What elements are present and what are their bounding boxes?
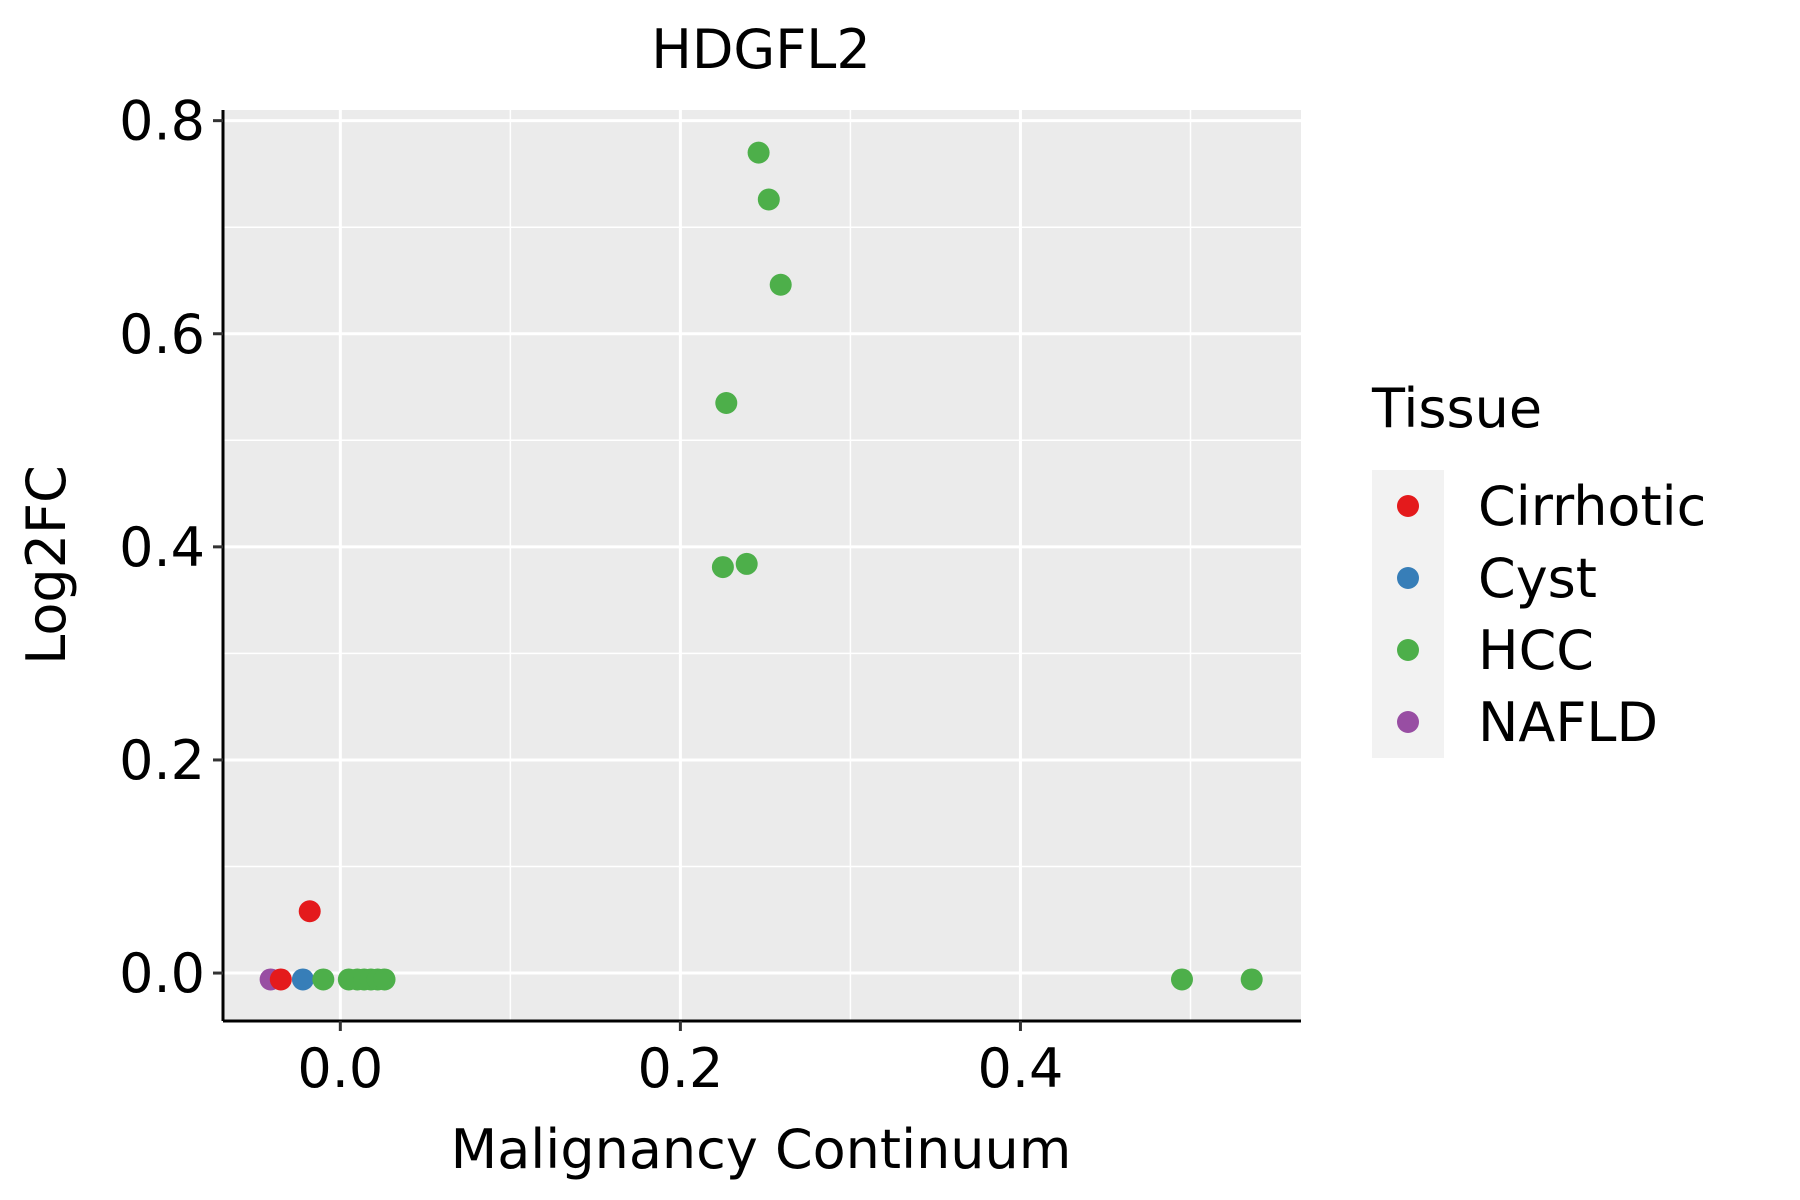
y-tick-label: 0.4 [119, 516, 205, 579]
x-tick-label: 0.2 [637, 1037, 723, 1100]
legend-label-cirrhotic: Cirrhotic [1478, 475, 1706, 538]
legend-label-hcc: HCC [1478, 619, 1594, 682]
y-axis-ticks: 0.0 0.2 0.4 0.6 0.8 [119, 90, 223, 1005]
data-point-hcc [711, 556, 734, 579]
y-tick-label: 0.2 [119, 729, 205, 792]
data-point-cyst [291, 968, 314, 991]
data-point-hcc [735, 552, 758, 575]
y-axis-title: Log2FC [15, 465, 78, 665]
data-point-hcc [1240, 968, 1263, 991]
legend-swatch-hcc [1397, 639, 1419, 661]
data-point-hcc [1170, 968, 1193, 991]
data-points [259, 141, 1263, 991]
x-tick-label: 0.0 [297, 1037, 383, 1100]
data-point-hcc [747, 141, 770, 164]
y-tick-label: 0.6 [119, 303, 205, 366]
y-tick-label: 0.0 [119, 942, 205, 1005]
legend-entries: Cirrhotic Cyst HCC NAFLD [1397, 475, 1706, 754]
legend: Tissue Cirrhotic Cyst HCC NAFLD [1371, 377, 1706, 758]
chart-title: HDGFL2 [651, 18, 871, 81]
data-point-hcc [769, 273, 792, 296]
legend-title: Tissue [1371, 377, 1542, 440]
legend-key-background [1372, 470, 1444, 758]
data-point-hcc [715, 392, 738, 415]
data-point-cirrhotic [298, 900, 321, 923]
x-axis-title: Malignancy Continuum [451, 1118, 1072, 1181]
x-tick-label: 0.4 [978, 1037, 1064, 1100]
legend-swatch-cyst [1397, 567, 1419, 589]
data-point-hcc [312, 968, 335, 991]
legend-label-cyst: Cyst [1478, 547, 1597, 610]
data-point-cirrhotic [269, 968, 292, 991]
legend-swatch-cirrhotic [1397, 495, 1419, 517]
legend-label-nafld: NAFLD [1478, 691, 1658, 754]
data-point-hcc [757, 188, 780, 211]
plot-panel [223, 110, 1301, 1021]
legend-swatch-nafld [1397, 711, 1419, 733]
data-point-hcc [373, 968, 396, 991]
major-gridlines [223, 110, 1301, 1021]
minor-gridlines [223, 110, 1301, 1021]
x-axis-ticks: 0.0 0.2 0.4 [297, 1021, 1063, 1100]
y-tick-label: 0.8 [119, 90, 205, 153]
